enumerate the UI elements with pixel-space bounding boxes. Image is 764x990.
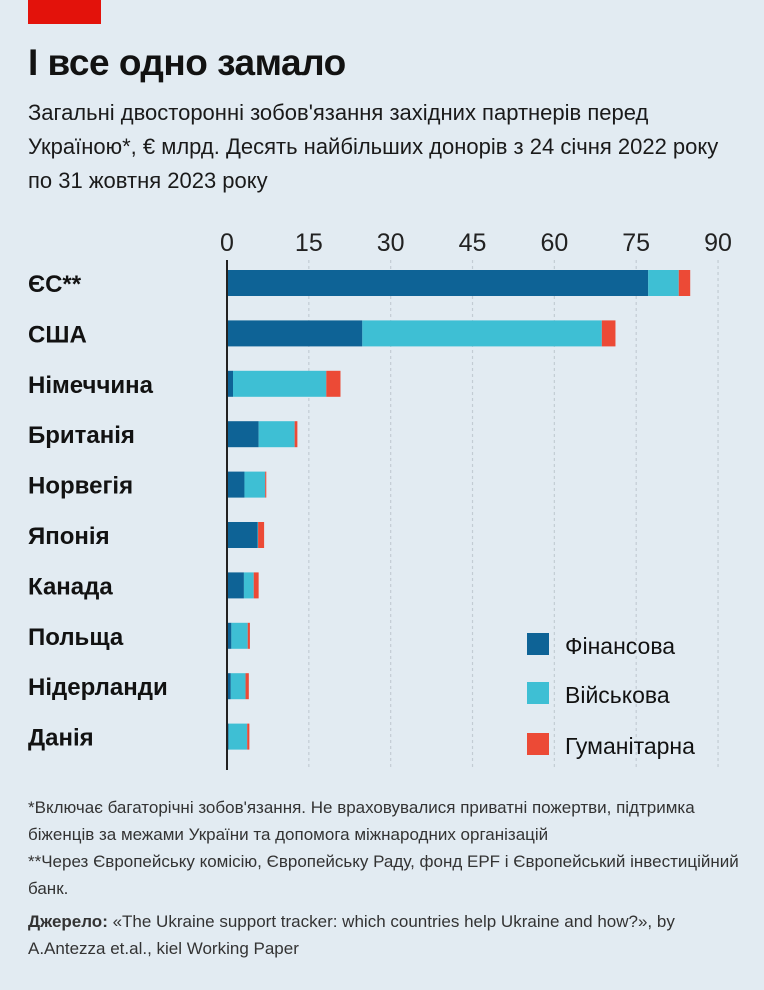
source-label: Джерело: [28,912,108,931]
bar-segment [245,673,249,700]
footnote-1: *Включає багаторічні зобов'язання. Не вр… [28,798,695,844]
category-label: Данія [28,725,94,752]
bar-segment [258,421,295,448]
bar-segment [227,522,258,548]
bar-segment [247,622,250,649]
footnotes: *Включає багаторічні зобов'язання. Не вр… [28,794,748,902]
x-tick-label: 90 [704,229,732,257]
category-label: Німеччина [28,372,154,399]
legend-swatch [527,682,549,704]
legend-label: Військова [565,682,670,708]
brand-tag [28,0,101,24]
bar-segment [326,370,341,397]
legend-swatch [527,633,549,655]
source-note: Джерело: «The Ukraine support tracker: w… [28,908,748,962]
category-label: Нідерланди [28,674,168,701]
category-label: США [28,321,87,348]
category-label: Японія [28,523,110,550]
bar-segment [227,622,232,649]
bar-segment [362,320,602,347]
category-label: Британія [28,422,135,449]
category-label: Польща [28,624,124,651]
x-tick-label: 75 [622,229,650,257]
bar-segment [227,421,259,448]
legend-label: Гуманітарна [565,733,695,759]
chart-subtitle: Загальні двосторонні зобов'язання західн… [28,100,719,193]
bar-segment [228,723,248,750]
x-tick-label: 30 [377,229,405,257]
bar-segment [233,370,327,397]
x-tick-label: 15 [295,229,323,257]
bar-segment [227,471,245,498]
x-tick-label: 60 [540,229,568,257]
bar-segment [678,270,691,296]
source-text: «The Ukraine support tracker: which coun… [28,912,675,958]
bar-segment [231,622,248,649]
bar-segment [243,572,254,599]
bar-segment [253,572,259,599]
category-label: Канада [28,573,113,600]
x-tick-label: 0 [220,229,234,257]
x-tick-label: 45 [459,229,487,257]
footnote-2: **Через Європейську комісію, Європейську… [28,852,739,898]
chart-title: І все одно замало [28,42,346,83]
bar-segment [258,522,265,548]
bar-segment [227,572,244,599]
category-label: ЄС** [28,271,82,298]
bar-segment [257,522,259,548]
bar-segment [227,320,363,347]
bar-segment [227,673,231,700]
bar-segment [648,270,679,296]
bar-segment [230,673,246,700]
category-label: Норвегія [28,473,133,500]
bar-segment [227,270,649,296]
legend-swatch [527,733,549,755]
legend-label: Фінансова [565,633,675,659]
bar-chart: 0 15 30 45 60 75 90 ЄС** США Німеччина Британія Нор… [28,229,732,770]
bar-segment [294,421,298,448]
bar-segment [244,471,266,498]
bar-segment [265,471,267,498]
bar-segment [247,723,250,750]
bar-segment [227,370,234,397]
bar-segment [601,320,616,347]
